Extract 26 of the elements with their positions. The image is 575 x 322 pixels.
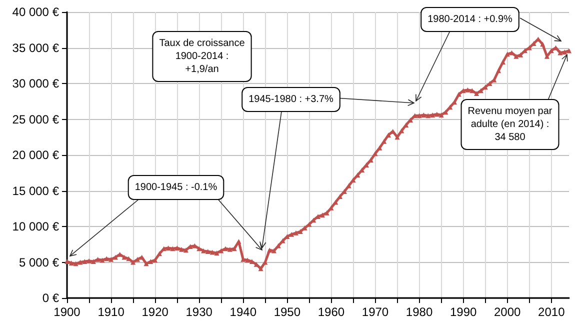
x-tick-label: 1960	[318, 305, 345, 319]
x-tick-label: 1940	[230, 305, 257, 319]
annotation: 1900-1945 : -0.1%	[134, 182, 218, 193]
x-tick-label: 1930	[186, 305, 213, 319]
y-tick-label: 35 000 €	[12, 40, 60, 55]
x-tick-label: 1920	[142, 305, 169, 319]
y-tick-label: 0 €	[42, 291, 60, 305]
x-tick-label: 1910	[98, 305, 125, 319]
y-tick-label: 5 000 €	[18, 255, 60, 270]
y-tick-label: 20 000 €	[12, 148, 60, 162]
annotation: Taux de croissance 1900-2014 : +1,9/an	[159, 38, 246, 75]
x-tick-label: 2000	[494, 305, 522, 319]
y-tick-label: 25 000 €	[12, 112, 60, 126]
annotation: 1980-2014 : +0.9%	[428, 14, 512, 25]
x-tick-label: 2010	[538, 305, 566, 319]
x-tick-label: 1970	[362, 305, 389, 319]
x-tick-label: 1900	[54, 305, 81, 319]
x-tick-label: 1990	[450, 305, 477, 319]
x-tick-label: 1950	[274, 305, 301, 319]
y-tick-label: 15 000 €	[12, 184, 60, 198]
annotation: Revenu moyen par adulte (en 2014) : 34 580	[468, 106, 553, 143]
y-tick-label: 40 000 €	[12, 5, 60, 19]
annotation: 1945-1980 : +3.7%	[248, 94, 334, 105]
x-tick-label: 1980	[406, 305, 433, 319]
y-tick-label: 30 000 €	[12, 76, 60, 90]
y-tick-label: 10 000 €	[12, 220, 60, 234]
